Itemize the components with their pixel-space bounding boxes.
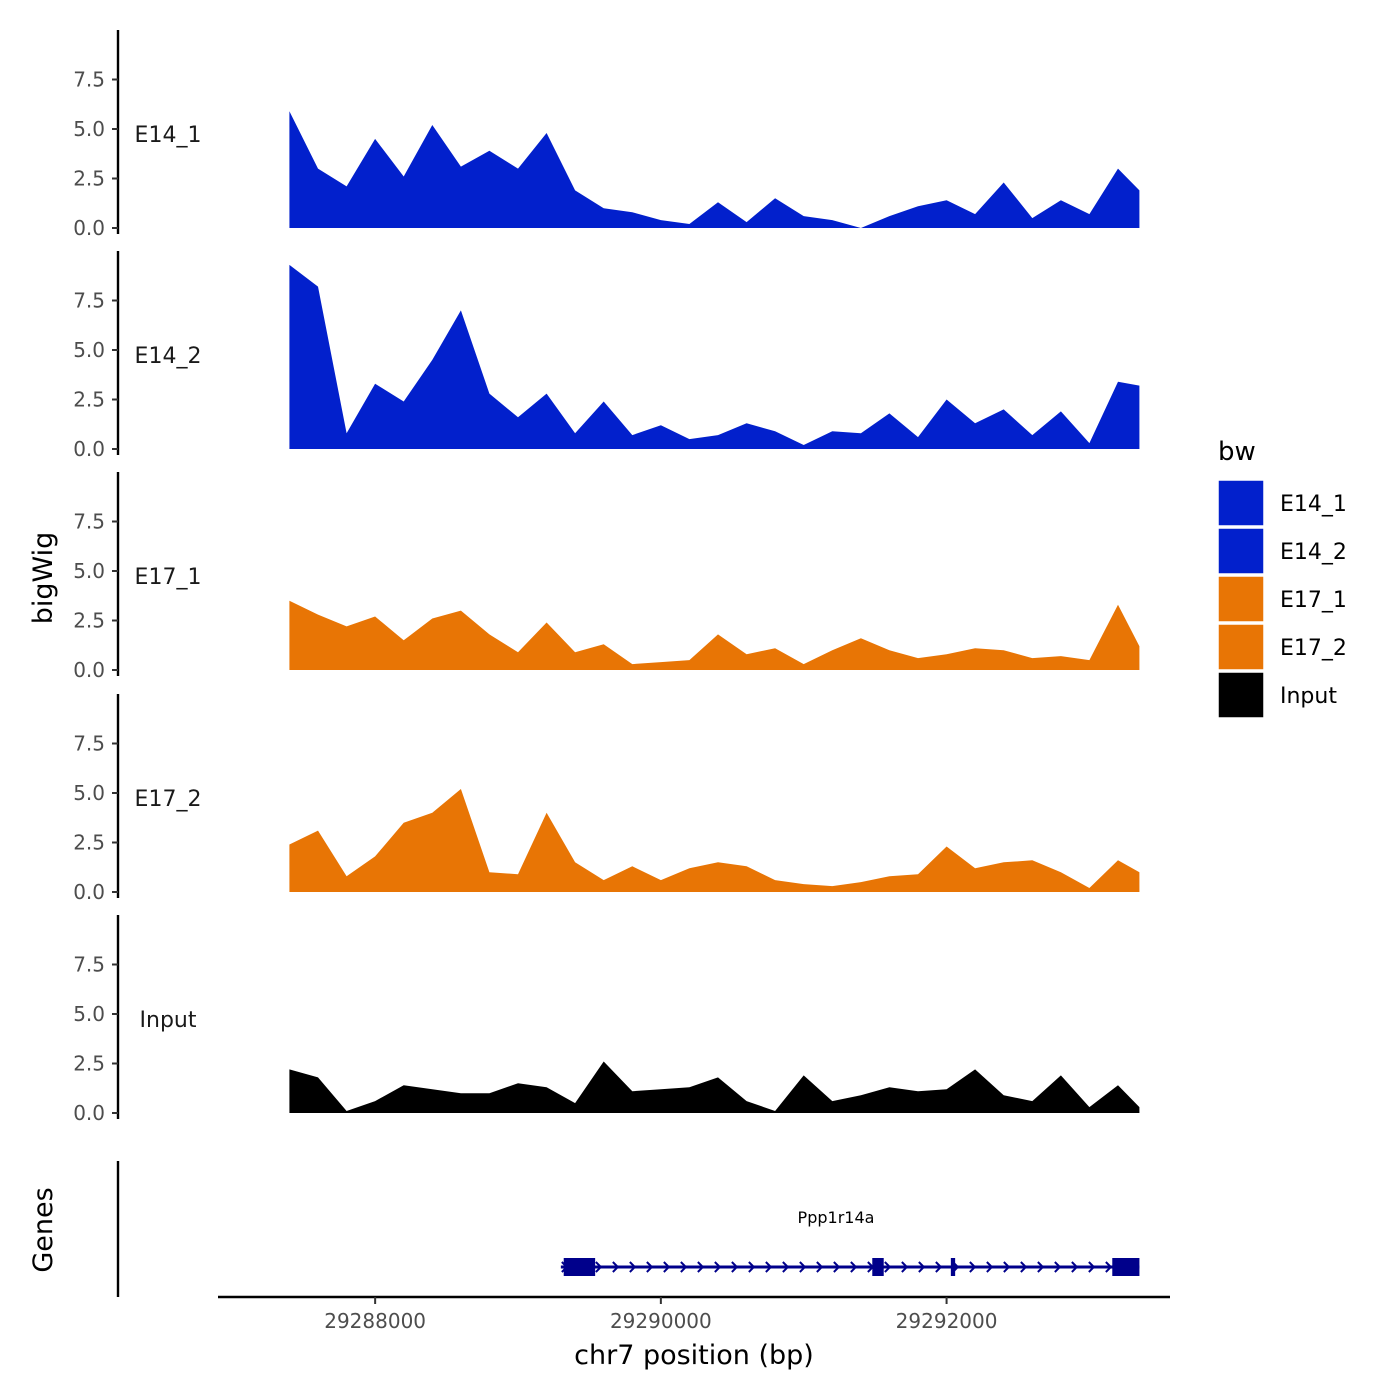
x-tick-label: 29290000: [610, 1309, 712, 1333]
legend-label-E14_2: E14_2: [1280, 540, 1347, 565]
strand-arrow-icon: [1054, 1261, 1062, 1273]
y-tick-label: 0.0: [73, 658, 105, 682]
track-label: E17_1: [135, 565, 202, 590]
signal-tracks: 0.0 2.5 5.0 7.5 E14_1 0.0 2.5 5.0 7.5 E14_2 0.0 2.5…: [73, 30, 1140, 1125]
strand-arrow-icon: [782, 1261, 790, 1273]
legend: bw E14_1 E14_2 E17_1 E17_2 Input: [1217, 437, 1347, 719]
strand-arrow-icon: [1020, 1261, 1028, 1273]
x-axis: 29288000 29290000 29292000: [218, 1295, 1170, 1333]
y-tick-label: 2.5: [73, 167, 105, 191]
strand-arrow-icon: [986, 1261, 994, 1273]
strand-arrow-icon: [1037, 1261, 1045, 1273]
signal-area-Input: [289, 1061, 1140, 1113]
y-tick-label: 2.5: [73, 831, 105, 855]
strand-arrow-icon: [1105, 1261, 1113, 1273]
x-tick-label: 29288000: [324, 1309, 426, 1333]
strand-arrow-icon: [1003, 1261, 1011, 1273]
track-label: E14_2: [135, 344, 202, 369]
track-label: E17_2: [135, 787, 202, 812]
legend-swatch-E14_1: [1217, 479, 1265, 527]
x-tick-label: 29292000: [896, 1309, 998, 1333]
gene-exon: [872, 1258, 884, 1276]
strand-arrow-icon: [1088, 1261, 1096, 1273]
y-tick-label: 0.0: [73, 216, 105, 240]
y-tick-label: 2.5: [73, 1052, 105, 1076]
track-label: E14_1: [135, 123, 202, 148]
y-tick-label: 7.5: [73, 510, 105, 534]
strand-arrow-icon: [935, 1261, 943, 1273]
y-tick-label: 0.0: [73, 1101, 105, 1125]
strand-arrow-icon: [697, 1261, 705, 1273]
y-tick-label: 0.0: [73, 437, 105, 461]
y-axis-title: bigWig: [28, 532, 59, 625]
signal-area-E14_1: [289, 111, 1140, 228]
legend-title: bw: [1218, 437, 1256, 467]
track-E17_2: 0.0 2.5 5.0 7.5 E17_2: [73, 694, 1140, 904]
y-tick-label: 5.0: [73, 117, 105, 141]
strand-arrow-icon: [714, 1261, 722, 1273]
legend-label-E17_2: E17_2: [1280, 636, 1347, 661]
legend-label-E17_1: E17_1: [1280, 588, 1347, 613]
legend-swatch-E14_2: [1217, 527, 1265, 575]
signal-area-E17_2: [289, 789, 1140, 892]
y-tick-label: 7.5: [73, 289, 105, 313]
strand-arrow-icon: [646, 1261, 654, 1273]
legend-label-E14_1: E14_1: [1280, 492, 1347, 517]
y-tick-label: 5.0: [73, 781, 105, 805]
strand-arrow-icon: [748, 1261, 756, 1273]
x-axis-title: chr7 position (bp): [574, 1340, 814, 1371]
strand-arrow-icon: [765, 1261, 773, 1273]
gene-exon: [563, 1258, 596, 1276]
strand-arrow-icon: [612, 1261, 620, 1273]
track-E17_1: 0.0 2.5 5.0 7.5 E17_1: [73, 472, 1140, 682]
track-E14_1: 0.0 2.5 5.0 7.5 E14_1: [73, 30, 1140, 240]
gene-exon: [1112, 1258, 1140, 1276]
strand-arrow-icon: [901, 1261, 909, 1273]
legend-swatch-E17_2: [1217, 623, 1265, 671]
legend-swatch-Input: [1217, 671, 1265, 719]
strand-arrow-icon: [595, 1261, 603, 1273]
strand-arrow-icon: [884, 1261, 892, 1273]
strand-arrow-icon: [833, 1261, 841, 1273]
strand-arrow-icon: [663, 1261, 671, 1273]
legend-label-Input: Input: [1280, 684, 1337, 709]
y-tick-label: 5.0: [73, 1002, 105, 1026]
legend-swatch-E17_1: [1217, 575, 1265, 623]
y-tick-label: 7.5: [73, 732, 105, 756]
y-tick-label: 0.0: [73, 880, 105, 904]
gene-label: Ppp1r14a: [798, 1208, 875, 1227]
y-tick-label: 7.5: [73, 953, 105, 977]
y-tick-label: 5.0: [73, 338, 105, 362]
strand-arrow-icon: [816, 1261, 824, 1273]
genes-panel: Ppp1r14a: [116, 1161, 1140, 1297]
y-tick-label: 2.5: [73, 609, 105, 633]
y-tick-label: 7.5: [73, 68, 105, 92]
strand-arrow-icon: [918, 1261, 926, 1273]
signal-area-E14_2: [289, 264, 1140, 449]
y-tick-label: 2.5: [73, 388, 105, 412]
signal-area-E17_1: [289, 600, 1140, 670]
strand-arrow-icon: [731, 1261, 739, 1273]
strand-arrow-icon: [850, 1261, 858, 1273]
track-label: Input: [140, 1008, 197, 1033]
strand-arrow-icon: [1071, 1261, 1079, 1273]
genes-axis-title: Genes: [28, 1187, 59, 1272]
strand-arrow-icon: [629, 1261, 637, 1273]
strand-arrow-icon: [799, 1261, 807, 1273]
y-tick-label: 5.0: [73, 559, 105, 583]
gene-exon: [950, 1258, 956, 1276]
track-E14_2: 0.0 2.5 5.0 7.5 E14_2: [73, 251, 1140, 461]
strand-arrow-icon: [680, 1261, 688, 1273]
track-Input: 0.0 2.5 5.0 7.5 Input: [73, 915, 1140, 1125]
strand-arrow-icon: [969, 1261, 977, 1273]
